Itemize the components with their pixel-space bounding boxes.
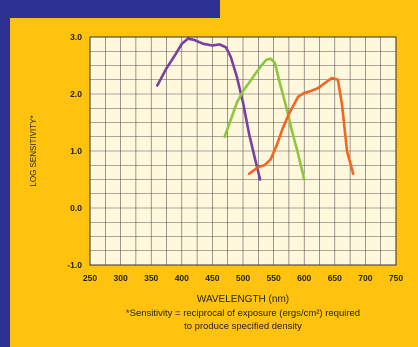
x-tick-label: 300	[114, 273, 128, 283]
y-tick-label: 3.0	[70, 32, 82, 42]
plot-frame	[89, 36, 397, 266]
x-tick-label: 550	[267, 273, 281, 283]
y-axis-label: LOG SENSITIVITY*	[29, 115, 38, 186]
y-tick-label: 2.0	[70, 89, 82, 99]
x-tick-label: 650	[328, 273, 342, 283]
series-line-2	[223, 57, 306, 181]
x-tick-label: 250	[83, 273, 97, 283]
x-tick-label: 700	[358, 273, 372, 283]
footnote-line-1: *Sensitivity = reciprocal of exposure (e…	[126, 308, 360, 319]
x-tick-label: 500	[236, 273, 250, 283]
y-tick-label: 0.0	[70, 203, 82, 213]
x-tick-label: 600	[297, 273, 311, 283]
x-axis-label: WAVELENGTH (nm)	[197, 294, 289, 305]
x-tick-label: 450	[205, 273, 219, 283]
x-tick-labels: 250 300 350 400 450 500 550 600 650 700 750	[83, 273, 403, 283]
x-tick-label: 400	[175, 273, 189, 283]
series-line-1	[156, 37, 262, 181]
series-line-3	[247, 76, 355, 176]
x-tick-label: 750	[389, 273, 403, 283]
x-tick-label: 350	[144, 273, 158, 283]
series-layer	[156, 37, 355, 181]
footnote-line-2: to produce specified density	[184, 321, 302, 332]
y-tick-labels: -1.0 0.0 1.0 2.0 3.0	[67, 32, 82, 270]
y-tick-label: 1.0	[70, 146, 82, 156]
grid	[89, 36, 397, 266]
y-tick-label: -1.0	[67, 260, 82, 270]
